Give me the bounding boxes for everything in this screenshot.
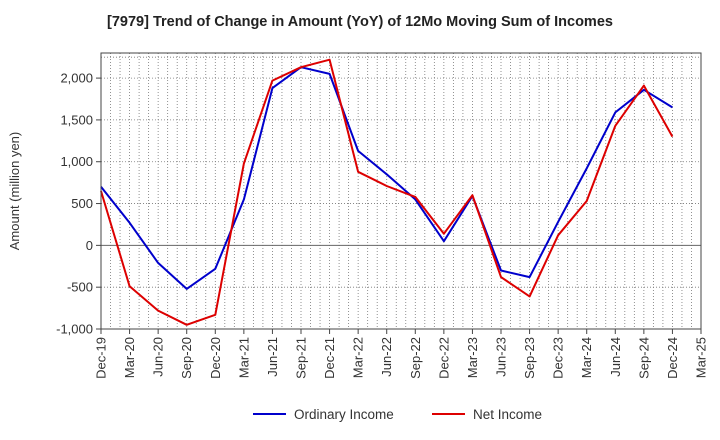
x-tick-label: Dec-22 bbox=[436, 337, 451, 379]
x-tick-label: Jun-24 bbox=[608, 337, 623, 377]
x-tick-label: Sep-21 bbox=[294, 337, 309, 379]
x-tick-label: Mar-20 bbox=[122, 337, 137, 378]
x-tick-label: Mar-23 bbox=[465, 337, 480, 378]
x-tick-label: Dec-20 bbox=[208, 337, 223, 379]
x-tick-label: Dec-21 bbox=[322, 337, 337, 379]
x-tick-label: Mar-21 bbox=[236, 337, 251, 378]
series-lines bbox=[100, 58, 674, 326]
y-tick-label: 1,500 bbox=[60, 112, 93, 127]
plot-frame bbox=[100, 52, 702, 330]
y-axis: -1,000 -500 0 500 1,000 1,500 2,000 bbox=[56, 71, 101, 337]
legend-label: Ordinary Income bbox=[294, 407, 394, 422]
y-tick-label: 0 bbox=[86, 238, 93, 253]
x-tick-label: Jun-21 bbox=[265, 337, 280, 377]
series-line-net-income bbox=[100, 58, 674, 326]
x-tick-label: Sep-22 bbox=[408, 337, 423, 379]
y-tick-label: 500 bbox=[71, 196, 93, 211]
chart-title: [7979] Trend of Change in Amount (YoY) o… bbox=[107, 14, 613, 30]
y-tick-label: 1,000 bbox=[60, 154, 93, 169]
x-tick-label: Sep-23 bbox=[522, 337, 537, 379]
x-tick-label: Mar-22 bbox=[351, 337, 366, 378]
x-tick-label: Dec-23 bbox=[551, 337, 566, 379]
x-axis: Dec-19 Mar-20 Jun-20 Sep-20 Dec-20 Mar-21 Jun-… bbox=[94, 329, 709, 379]
x-tick-label: Jun-20 bbox=[151, 337, 166, 377]
x-tick-label: Dec-24 bbox=[665, 337, 680, 379]
x-tick-label: Dec-19 bbox=[94, 337, 109, 379]
x-tick-label: Mar-24 bbox=[579, 337, 594, 378]
legend: Ordinary Income Net Income bbox=[253, 407, 542, 422]
x-tick-label: Sep-24 bbox=[636, 337, 651, 379]
x-tick-label: Jun-23 bbox=[494, 337, 509, 377]
y-tick-label: 2,000 bbox=[60, 71, 93, 86]
y-axis-label: Amount (million yen) bbox=[7, 132, 22, 251]
y-tick-label: -500 bbox=[67, 280, 93, 295]
x-tick-label: Sep-20 bbox=[179, 337, 194, 379]
x-tick-label: Mar-25 bbox=[694, 337, 709, 378]
legend-label: Net Income bbox=[473, 407, 542, 422]
grid-lines bbox=[101, 53, 701, 330]
x-tick-label: Jun-22 bbox=[379, 337, 394, 377]
series-line-ordinary-income bbox=[100, 66, 673, 290]
y-tick-label: -1,000 bbox=[56, 322, 93, 337]
